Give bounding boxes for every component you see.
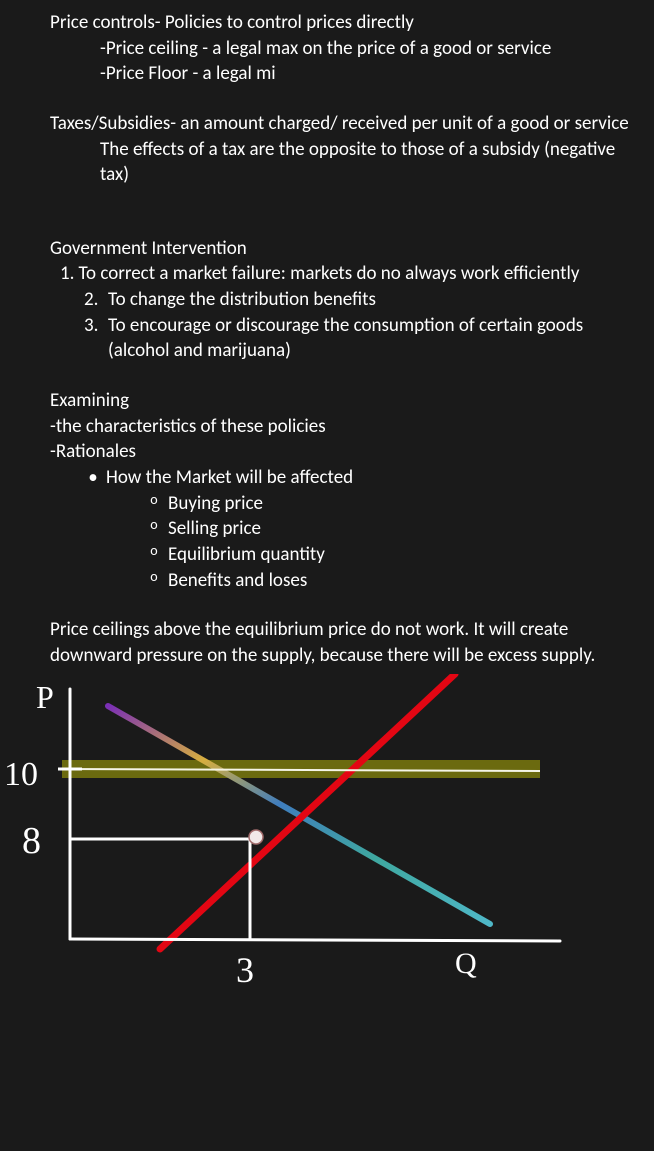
circ-icon: o: [140, 491, 168, 517]
bullet-icon: •: [80, 465, 106, 491]
circ-equilibrium-quantity: o Equilibrium quantity: [50, 542, 642, 568]
circ-selling-price: o Selling price: [50, 516, 642, 542]
num-1-text: To correct a market failure: markets do …: [78, 261, 642, 287]
line-characteristics: -the characteristics of these policies: [50, 414, 642, 440]
circ-icon: o: [140, 542, 168, 568]
tick-label-3: 3: [236, 946, 254, 995]
bullet-text: How the Market will be affected: [106, 465, 642, 491]
num-2-text: To change the distribution benefits: [108, 287, 642, 313]
tick-label-10: 10: [4, 752, 38, 798]
line-tax-effects: The effects of a tax are the opposite to…: [50, 137, 642, 188]
circ-text: Benefits and loses: [168, 568, 642, 594]
bullet-market-affected: • How the Market will be affected: [50, 465, 642, 491]
circ-buying-price: o Buying price: [50, 491, 642, 517]
num-1: 1.: [60, 261, 78, 287]
tick-label-8: 8: [22, 816, 41, 867]
circ-text: Selling price: [168, 516, 642, 542]
supply-demand-chart: P Q 10 8 3: [0, 674, 620, 994]
line-taxes-subsidies: Taxes/Subsidies- an amount charged/ rece…: [50, 111, 642, 137]
heading-examining: Examining: [50, 388, 642, 414]
num-3-text: To encourage or discourage the consumpti…: [108, 313, 642, 364]
circ-benefits-loses: o Benefits and loses: [50, 568, 642, 594]
circ-icon: o: [140, 516, 168, 542]
circ-text: Buying price: [168, 491, 642, 517]
num-2: 2.: [80, 287, 108, 313]
para-price-ceilings: Price ceilings above the equilibrium pri…: [50, 617, 642, 668]
chart-svg: [0, 674, 620, 994]
line-price-floor: -Price Floor - a legal mi: [50, 61, 642, 87]
line-price-ceiling: -Price ceiling - a legal max on the pric…: [50, 36, 642, 62]
circ-icon: o: [140, 568, 168, 594]
line-rationales: -Rationales: [50, 439, 642, 465]
axis-label-p: P: [36, 676, 54, 719]
axis-label-q: Q: [455, 944, 477, 985]
heading-government-intervention: Government Intervention: [50, 236, 642, 262]
num-item-3: 3. To encourage or discourage the consum…: [50, 313, 642, 364]
num-item-2: 2. To change the distribution benefits: [50, 287, 642, 313]
num-item-1: 1. To correct a market failure: markets …: [50, 261, 642, 287]
num-3: 3.: [80, 313, 108, 364]
line-price-controls: Price controls- Policies to control pric…: [50, 10, 642, 36]
circ-text: Equilibrium quantity: [168, 542, 642, 568]
